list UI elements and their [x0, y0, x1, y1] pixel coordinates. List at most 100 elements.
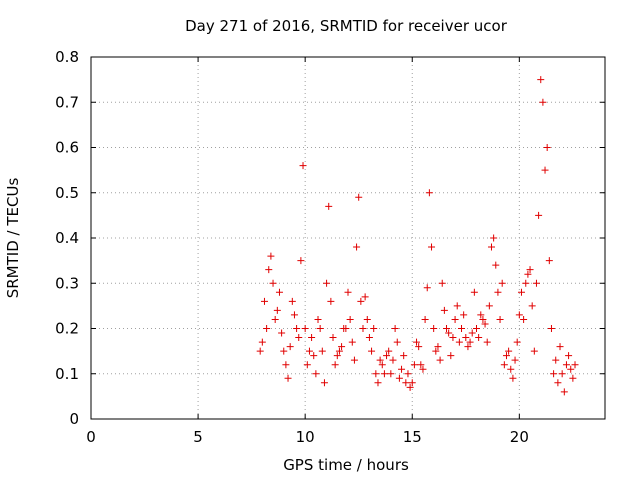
y-tick-label: 0.4: [55, 229, 79, 247]
data-point: [380, 370, 388, 378]
data-point: [410, 361, 418, 369]
data-point: [393, 338, 401, 346]
data-point: [400, 352, 408, 360]
data-point: [365, 334, 373, 342]
data-point: [406, 383, 414, 391]
data-point: [567, 365, 575, 373]
data-point: [438, 279, 446, 287]
x-axis-label: GPS time / hours: [283, 456, 409, 474]
data-point: [522, 279, 530, 287]
data-point: [282, 361, 290, 369]
y-tick-label: 0.5: [55, 184, 79, 202]
data-point: [511, 356, 519, 364]
y-tick-label: 0.6: [55, 139, 79, 157]
data-point: [517, 288, 525, 296]
data-point: [370, 325, 378, 332]
data-point: [342, 325, 350, 332]
data-point: [346, 315, 354, 323]
data-point: [468, 329, 476, 337]
data-point: [565, 352, 573, 360]
data-point: [295, 334, 303, 342]
data-point: [376, 356, 384, 364]
data-point: [505, 347, 513, 355]
data-point: [368, 347, 376, 355]
data-point: [421, 315, 429, 323]
data-point: [278, 329, 286, 337]
data-point: [477, 311, 485, 319]
data-point: [335, 347, 343, 355]
data-point: [436, 356, 444, 364]
data-point: [348, 338, 356, 346]
data-point: [402, 379, 410, 387]
data-point: [275, 288, 283, 296]
data-point: [320, 379, 328, 387]
data-point: [550, 370, 558, 378]
data-point: [535, 211, 543, 219]
data-point: [500, 361, 508, 369]
data-point: [288, 297, 296, 305]
data-point: [520, 315, 528, 323]
data-point: [325, 202, 333, 210]
data-point: [498, 279, 506, 287]
data-point: [473, 325, 480, 332]
data-point: [308, 334, 316, 342]
data-point: [327, 297, 335, 305]
data-point: [556, 343, 564, 351]
data-point: [280, 347, 288, 355]
y-tick-label: 0.1: [55, 365, 79, 383]
data-point: [417, 361, 425, 369]
data-point: [363, 315, 371, 323]
data-point: [359, 325, 367, 332]
data-point: [485, 302, 493, 310]
data-point: [547, 325, 555, 332]
data-point: [541, 166, 549, 174]
data-point: [331, 361, 339, 369]
data-point: [569, 374, 577, 382]
data-point: [271, 315, 279, 323]
data-point: [265, 266, 273, 274]
data-point: [530, 347, 538, 355]
data-point: [430, 325, 438, 332]
data-point: [539, 98, 547, 106]
data-point: [455, 338, 463, 346]
data-point: [466, 338, 474, 346]
data-point: [314, 315, 322, 323]
data-point: [425, 189, 433, 197]
data-point: [513, 338, 521, 346]
data-point: [269, 279, 277, 287]
x-tick-label: 0: [86, 428, 96, 446]
data-point: [301, 325, 309, 332]
data-point: [293, 325, 301, 332]
data-point: [443, 325, 451, 332]
data-point: [361, 293, 369, 301]
data-point: [526, 266, 534, 274]
data-point: [490, 234, 498, 242]
data-point: [449, 334, 457, 342]
data-point: [353, 243, 361, 251]
data-point: [344, 288, 352, 296]
data-point: [385, 347, 393, 355]
data-points: [256, 76, 579, 396]
data-point: [515, 311, 523, 319]
data-point: [329, 334, 337, 342]
data-point: [496, 315, 504, 323]
data-point: [558, 370, 566, 378]
data-point: [383, 352, 391, 360]
data-point: [492, 261, 500, 269]
data-point: [305, 347, 313, 355]
data-point: [507, 365, 515, 373]
x-tick-label: 15: [403, 428, 422, 446]
data-point: [483, 338, 491, 346]
data-point: [423, 284, 431, 292]
x-tick-label: 5: [193, 428, 203, 446]
data-point: [389, 356, 397, 364]
data-point: [524, 270, 532, 278]
data-point: [479, 315, 487, 323]
data-point: [502, 352, 510, 360]
data-point: [316, 325, 324, 332]
data-point: [267, 252, 275, 260]
y-axis-label: SRMTID / TECUs: [4, 178, 22, 299]
y-tick-label: 0.2: [55, 320, 79, 338]
data-point: [554, 379, 562, 387]
